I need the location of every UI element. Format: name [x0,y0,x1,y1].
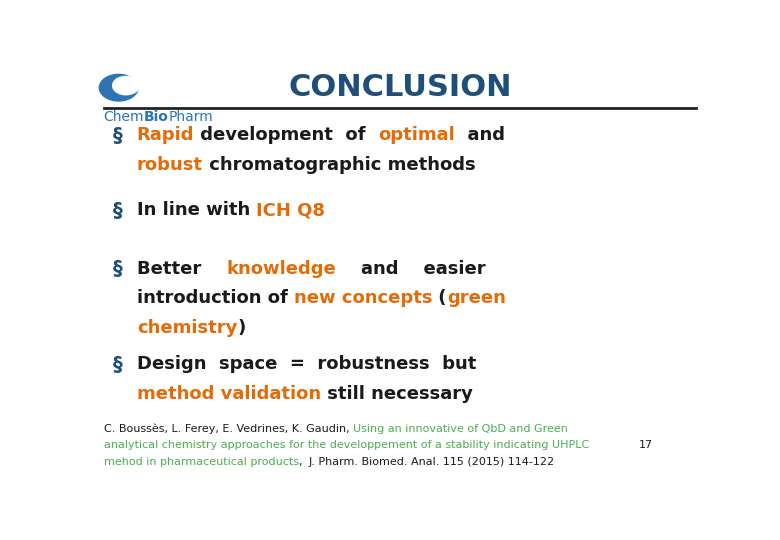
Text: and    easier: and easier [336,260,485,278]
Text: Better: Better [136,260,226,278]
Text: 17: 17 [639,440,653,450]
Text: C. Boussès, L. Ferey, E. Vedrines, K. Gaudin,: C. Boussès, L. Ferey, E. Vedrines, K. Ga… [104,423,353,434]
Text: development  of: development of [194,126,378,145]
Circle shape [99,75,138,101]
Text: analytical chemistry approaches for the developpement of a stability indicating : analytical chemistry approaches for the … [104,440,589,450]
Text: optimal: optimal [378,126,455,145]
Text: §: § [112,201,122,220]
Text: mehod in pharmaceutical products: mehod in pharmaceutical products [104,457,299,467]
Text: §: § [112,355,122,374]
Text: knowledge: knowledge [226,260,336,278]
Circle shape [112,77,139,94]
Text: ICH Q8: ICH Q8 [257,201,325,219]
Text: Design  space  =  robustness  but: Design space = robustness but [136,355,476,373]
Text: chemistry: chemistry [136,320,237,338]
Text: Chem: Chem [104,110,144,124]
Text: CONCLUSION: CONCLUSION [288,73,512,102]
Text: (: ( [432,289,447,307]
Text: chromatographic methods: chromatographic methods [203,157,476,174]
Text: Using an innovative of QbD and Green: Using an innovative of QbD and Green [353,423,568,434]
Text: method validation: method validation [136,385,321,403]
Text: Pharm: Pharm [169,110,214,124]
Text: ,: , [299,457,309,467]
Text: ): ) [237,320,246,338]
Text: §: § [112,259,122,278]
Text: In line with: In line with [136,201,257,219]
Text: robust: robust [136,157,203,174]
Text: Rapid: Rapid [136,126,194,145]
Text: still necessary: still necessary [321,385,473,403]
Text: §: § [112,126,122,145]
Text: and: and [455,126,505,145]
Text: introduction of: introduction of [136,289,294,307]
Text: J. Pharm. Biomed. Anal. 115 (2015) 114-122: J. Pharm. Biomed. Anal. 115 (2015) 114-1… [309,457,555,467]
Text: Bio: Bio [144,110,169,124]
Text: green: green [447,289,505,307]
Text: new concepts: new concepts [294,289,432,307]
